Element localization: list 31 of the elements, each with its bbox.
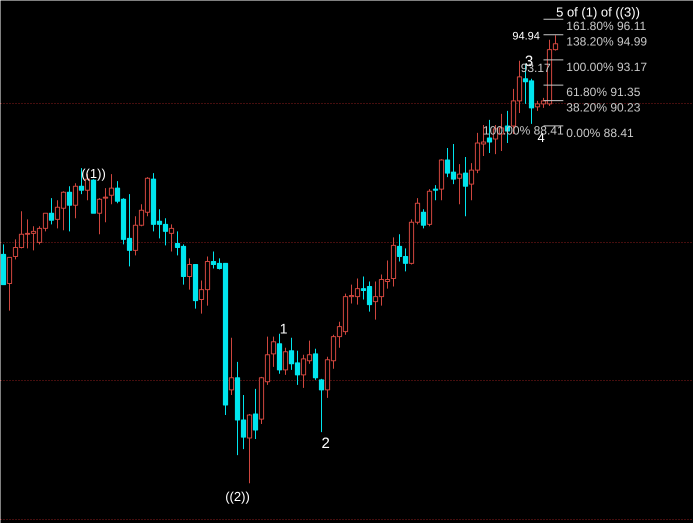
- candlestick: [108, 174, 114, 205]
- candlestick: [282, 347, 288, 376]
- candlestick: [102, 188, 108, 223]
- ref-line-label: 38.20% 90.23: [566, 100, 641, 115]
- candlestick: [252, 388, 258, 440]
- candlestick: [72, 182, 78, 219]
- candlestick: [246, 413, 252, 484]
- candlestick: [168, 224, 174, 252]
- ref-line-label: 138.20% 94.99: [566, 34, 648, 49]
- annotation: ((1)): [81, 166, 106, 182]
- candlestick: [420, 208, 426, 229]
- ref-line-label: 100.00% 93.17: [566, 60, 648, 74]
- candlestick: [48, 198, 54, 225]
- candlestick: [228, 337, 234, 396]
- candlestick: [96, 198, 102, 235]
- annotation: 94.94: [512, 30, 540, 43]
- ref-line-label: 0.00% 88.41: [566, 126, 634, 140]
- candlestick: [270, 336, 276, 368]
- candlestick: [462, 156, 468, 217]
- candlestick: [312, 348, 318, 380]
- annotation: 1: [280, 320, 288, 336]
- candlestick: [186, 258, 192, 290]
- annotation: 5 of (1) of ((3)): [556, 4, 640, 20]
- annotation: ((2)): [225, 488, 250, 504]
- annotation: 2: [322, 434, 330, 452]
- candlestick: [318, 378, 324, 433]
- candlestick: [66, 186, 72, 232]
- ref-line-label: 161.80% 96.11: [566, 19, 646, 34]
- ref-line-label: 61.80% 91.35: [566, 85, 641, 100]
- candlestick: [456, 164, 462, 205]
- candlestick: [432, 184, 438, 201]
